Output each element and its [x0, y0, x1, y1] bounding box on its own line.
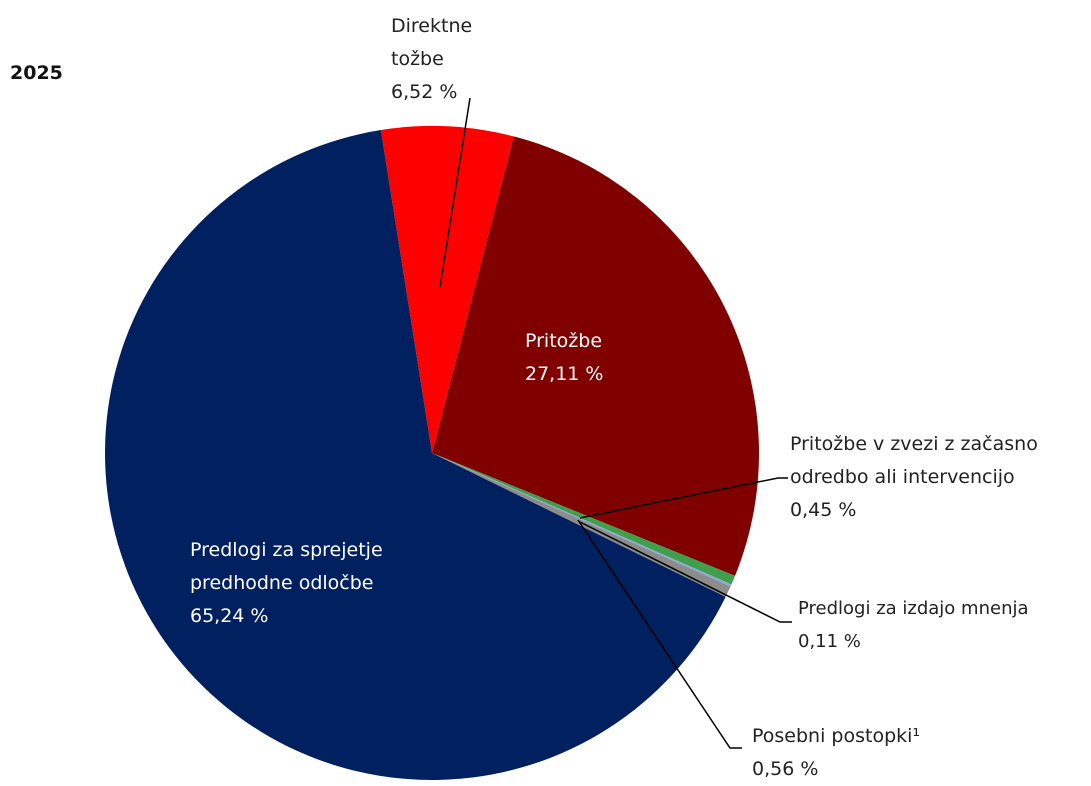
label-name: Posebni postopki¹: [752, 725, 921, 747]
label-name: Pritožbe v zvezi z začasno odredbo ali i…: [790, 433, 1038, 488]
slice-label: Pritožbe v zvezi z začasno odredbo ali i…: [790, 428, 1090, 527]
label-value: 0,56 %: [752, 758, 819, 780]
slice-label: Pritožbe 27,11 %: [525, 325, 665, 391]
leader-line: [579, 521, 792, 623]
pie-slice: [432, 136, 760, 576]
label-name: Predlogi za izdajo mnenja: [798, 598, 1029, 619]
label-value: 65,24 %: [190, 605, 269, 627]
pie-slice: [105, 130, 726, 781]
pie-slice: [380, 125, 514, 453]
leader-line: [439, 97, 471, 288]
label-value: 6,52 %: [391, 81, 458, 103]
slice-label: Direktne tožbe 6,52 %: [391, 10, 501, 109]
label-name: Predlogi za sprejetje predhodne odločbe: [190, 539, 383, 594]
pie-slice: [432, 453, 736, 585]
label-value: 0,45 %: [790, 499, 857, 521]
leader-lines: [439, 97, 792, 749]
label-value: 0,11 %: [798, 631, 861, 652]
label-name: Pritožbe: [525, 330, 603, 352]
chart-title: 2025: [10, 62, 63, 84]
pie-slice: [432, 453, 732, 587]
pie: [105, 125, 760, 781]
label-value: 27,11 %: [525, 363, 604, 385]
label-name: Direktne tožbe: [391, 15, 473, 70]
slice-label: Predlogi za izdajo mnenja 0,11 %: [798, 592, 1091, 658]
slice-label: Predlogi za sprejetje predhodne odločbe 6…: [190, 534, 460, 633]
leader-line: [579, 477, 788, 519]
slice-label: Posebni postopki¹ 0,56 %: [752, 720, 1052, 786]
leader-line: [577, 519, 742, 749]
